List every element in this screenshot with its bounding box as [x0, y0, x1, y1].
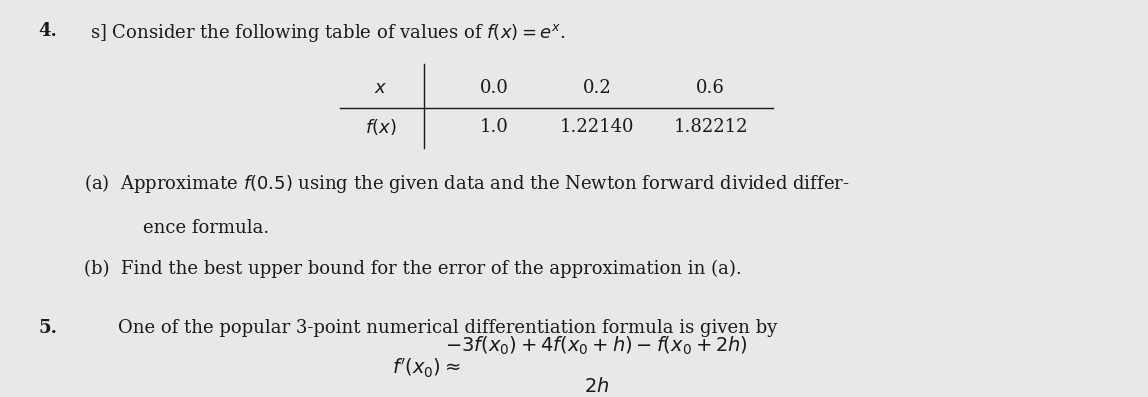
Text: 0.2: 0.2 [582, 79, 611, 97]
Text: (a)  Approximate $f(0.5)$ using the given data and the Newton forward divided di: (a) Approximate $f(0.5)$ using the given… [84, 172, 850, 195]
Text: $2h$: $2h$ [584, 377, 610, 396]
Text: $-3f(x_0) + 4f(x_0 + h) - f(x_0 + 2h)$: $-3f(x_0) + 4f(x_0 + h) - f(x_0 + 2h)$ [445, 335, 748, 357]
Text: 4.: 4. [38, 22, 57, 40]
Text: $f(x)$: $f(x)$ [365, 117, 396, 137]
Text: 0.0: 0.0 [480, 79, 509, 97]
Text: 5.: 5. [38, 319, 57, 337]
Text: 1.82212: 1.82212 [674, 118, 748, 136]
Text: 1.0: 1.0 [480, 118, 509, 136]
Text: s] Consider the following table of values of $f(x) = e^x$.: s] Consider the following table of value… [90, 22, 566, 44]
Text: (b)  Find the best upper bound for the error of the approximation in (a).: (b) Find the best upper bound for the er… [84, 260, 742, 278]
Text: $f^{\prime}(x_0) \approx$: $f^{\prime}(x_0) \approx$ [391, 356, 460, 380]
Text: ence formula.: ence formula. [144, 219, 270, 237]
Text: 0.6: 0.6 [697, 79, 726, 97]
Text: 1.22140: 1.22140 [559, 118, 634, 136]
Text: $x$: $x$ [373, 79, 387, 97]
Text: One of the popular 3-point numerical differentiation formula is given by: One of the popular 3-point numerical dif… [118, 319, 777, 337]
